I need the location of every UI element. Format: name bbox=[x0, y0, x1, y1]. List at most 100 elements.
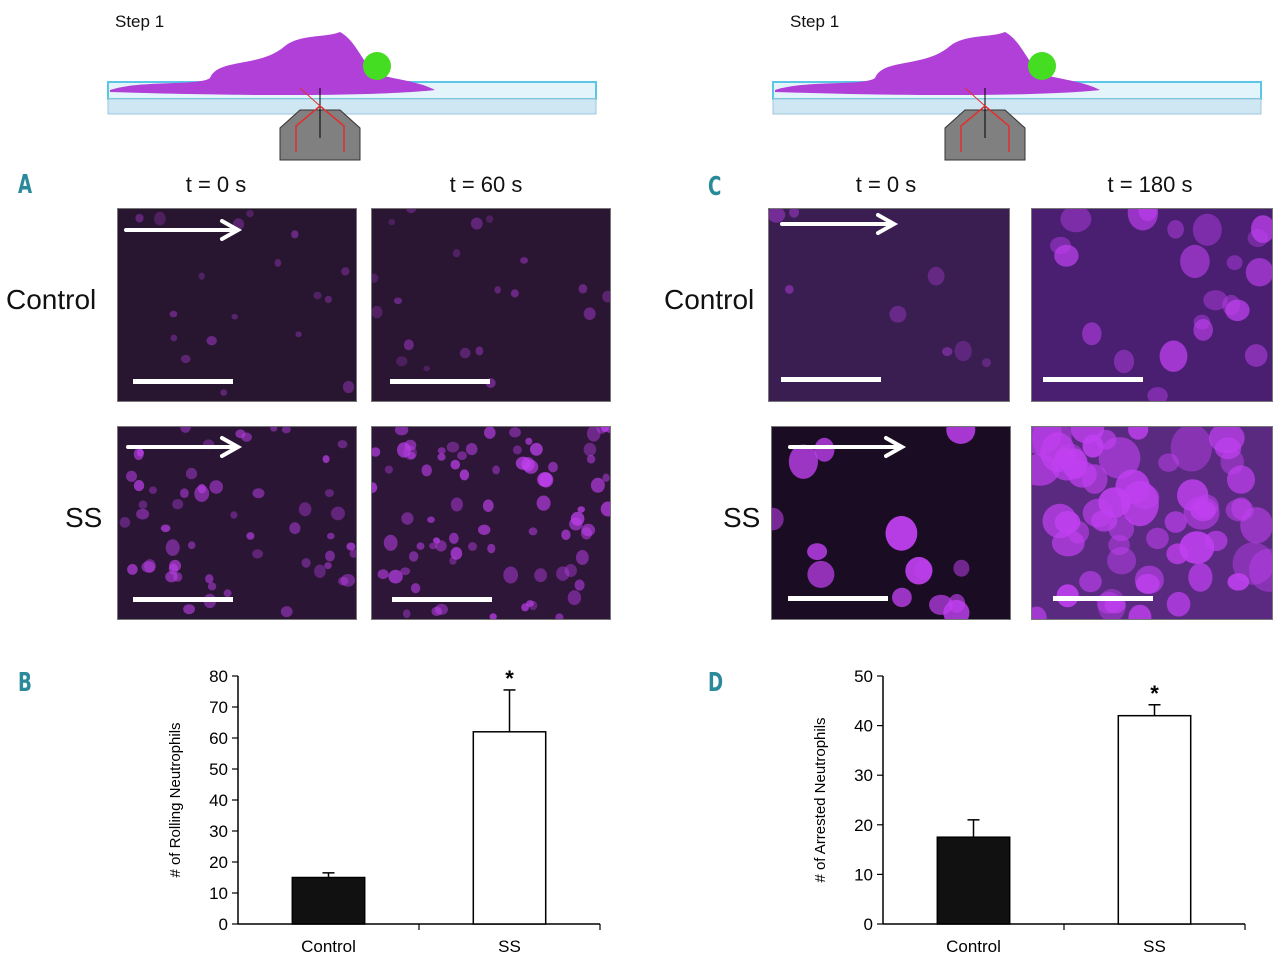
cell-spot bbox=[1225, 299, 1250, 322]
cell-spot bbox=[1128, 427, 1149, 440]
cell-spot bbox=[889, 305, 907, 323]
cell-spot bbox=[807, 560, 835, 588]
cell-spot bbox=[127, 564, 138, 575]
scale-bar bbox=[788, 596, 888, 601]
cell-spot bbox=[942, 347, 953, 357]
cell-spot bbox=[512, 445, 522, 455]
y-tick-label: 50 bbox=[854, 667, 873, 686]
cell-spot bbox=[187, 541, 196, 550]
cell-spot bbox=[1179, 531, 1215, 564]
cell-spot bbox=[281, 427, 291, 434]
cell-spot bbox=[241, 432, 252, 442]
x-tick-label: Control bbox=[301, 937, 356, 956]
cell-spot bbox=[1232, 542, 1272, 585]
cell-spot bbox=[403, 445, 417, 460]
cell-spot bbox=[205, 574, 214, 584]
panel-letter-b: B bbox=[18, 668, 32, 698]
cell-spot bbox=[431, 606, 442, 616]
y-tick-label: 30 bbox=[209, 822, 228, 841]
cell-spot bbox=[372, 447, 381, 457]
cell-spot bbox=[338, 576, 349, 586]
cell-spot bbox=[322, 455, 330, 464]
cell-spot bbox=[1051, 454, 1082, 481]
cell-spot bbox=[1188, 562, 1213, 592]
cell-spot bbox=[433, 537, 440, 544]
y-tick-label: 20 bbox=[854, 816, 873, 835]
cell-spot bbox=[470, 217, 483, 230]
cell-spot bbox=[340, 574, 356, 587]
cell-spot bbox=[1108, 515, 1135, 542]
bar-chart-b: 0 10 20 30 40 50 60 70 80 # of Rolling Neutrophil… bbox=[150, 660, 610, 965]
cell-spot bbox=[410, 583, 421, 594]
cell-spot bbox=[600, 501, 610, 517]
cell-spot bbox=[416, 542, 425, 550]
y-axis-label: # of Rolling Neutrophils bbox=[167, 722, 184, 877]
cell-spot bbox=[327, 532, 335, 540]
cell-spot bbox=[1158, 453, 1179, 472]
cell-spot bbox=[324, 562, 332, 570]
cell-spot bbox=[583, 307, 596, 320]
cell-spot bbox=[280, 606, 293, 618]
cell-spot bbox=[246, 210, 254, 218]
cell-spot bbox=[459, 469, 470, 481]
cell-spot bbox=[384, 465, 393, 474]
cell-spot bbox=[169, 559, 182, 572]
cell-spot bbox=[602, 473, 610, 482]
cell-spot bbox=[452, 249, 461, 258]
micrograph-a-control-t60 bbox=[371, 208, 611, 402]
cell-spot bbox=[450, 547, 463, 560]
cell-spot bbox=[487, 543, 496, 554]
cell-spot bbox=[421, 464, 432, 477]
cell-spot bbox=[313, 291, 322, 300]
cell-spot bbox=[1226, 255, 1243, 270]
cell-spot bbox=[1193, 314, 1211, 330]
cell-spot bbox=[509, 427, 521, 438]
cell-spot bbox=[252, 488, 265, 499]
cell-spot bbox=[982, 358, 991, 368]
cell-spot bbox=[1051, 529, 1085, 557]
cell-spot bbox=[209, 480, 223, 494]
cell-spot bbox=[325, 550, 335, 562]
panel-c-time-0: t = 0 s bbox=[855, 172, 917, 197]
cell-spot bbox=[520, 257, 529, 264]
cell-spot bbox=[172, 499, 184, 510]
cell-spot bbox=[785, 285, 794, 294]
cell-spot bbox=[1227, 573, 1250, 591]
cell-spot bbox=[1166, 591, 1191, 617]
cell-spot bbox=[274, 258, 282, 267]
panel-c-row-control: Control bbox=[664, 284, 755, 315]
cell-spot bbox=[119, 517, 131, 528]
cell-spot bbox=[180, 354, 191, 364]
cell-spot bbox=[314, 564, 326, 578]
cell-spot bbox=[223, 589, 232, 598]
scale-bar bbox=[133, 597, 233, 602]
cell-spot bbox=[1098, 437, 1141, 479]
tirf-schematic-right bbox=[772, 32, 1262, 161]
cell-spot bbox=[1170, 427, 1213, 472]
cell-spot bbox=[138, 500, 148, 509]
cell-spot bbox=[435, 540, 447, 552]
cell-spot bbox=[1054, 244, 1079, 267]
panel-a-time-0: t = 0 s bbox=[185, 172, 247, 197]
cell-spot bbox=[946, 427, 976, 444]
y-tick-label: 0 bbox=[864, 915, 873, 934]
cell-spot bbox=[574, 579, 585, 591]
cell-spot bbox=[388, 569, 403, 584]
cell-spot bbox=[788, 444, 818, 479]
cell-spot bbox=[485, 215, 494, 223]
cell-spot bbox=[482, 499, 494, 512]
cell-spot bbox=[555, 613, 564, 619]
y-tick-label: 50 bbox=[209, 760, 228, 779]
cell-spot bbox=[230, 511, 238, 519]
cell-spot bbox=[1082, 464, 1108, 494]
y-tick-label: 40 bbox=[209, 791, 228, 810]
scale-bar bbox=[392, 597, 492, 602]
cell-spot bbox=[144, 559, 156, 573]
cell-spot bbox=[437, 453, 446, 461]
cell-spot bbox=[337, 440, 348, 449]
panel-c-row-ss: SS bbox=[723, 502, 761, 533]
cell-spot bbox=[492, 465, 500, 475]
micrograph-c-control-t0 bbox=[768, 208, 1010, 402]
cell-spot bbox=[409, 551, 419, 562]
